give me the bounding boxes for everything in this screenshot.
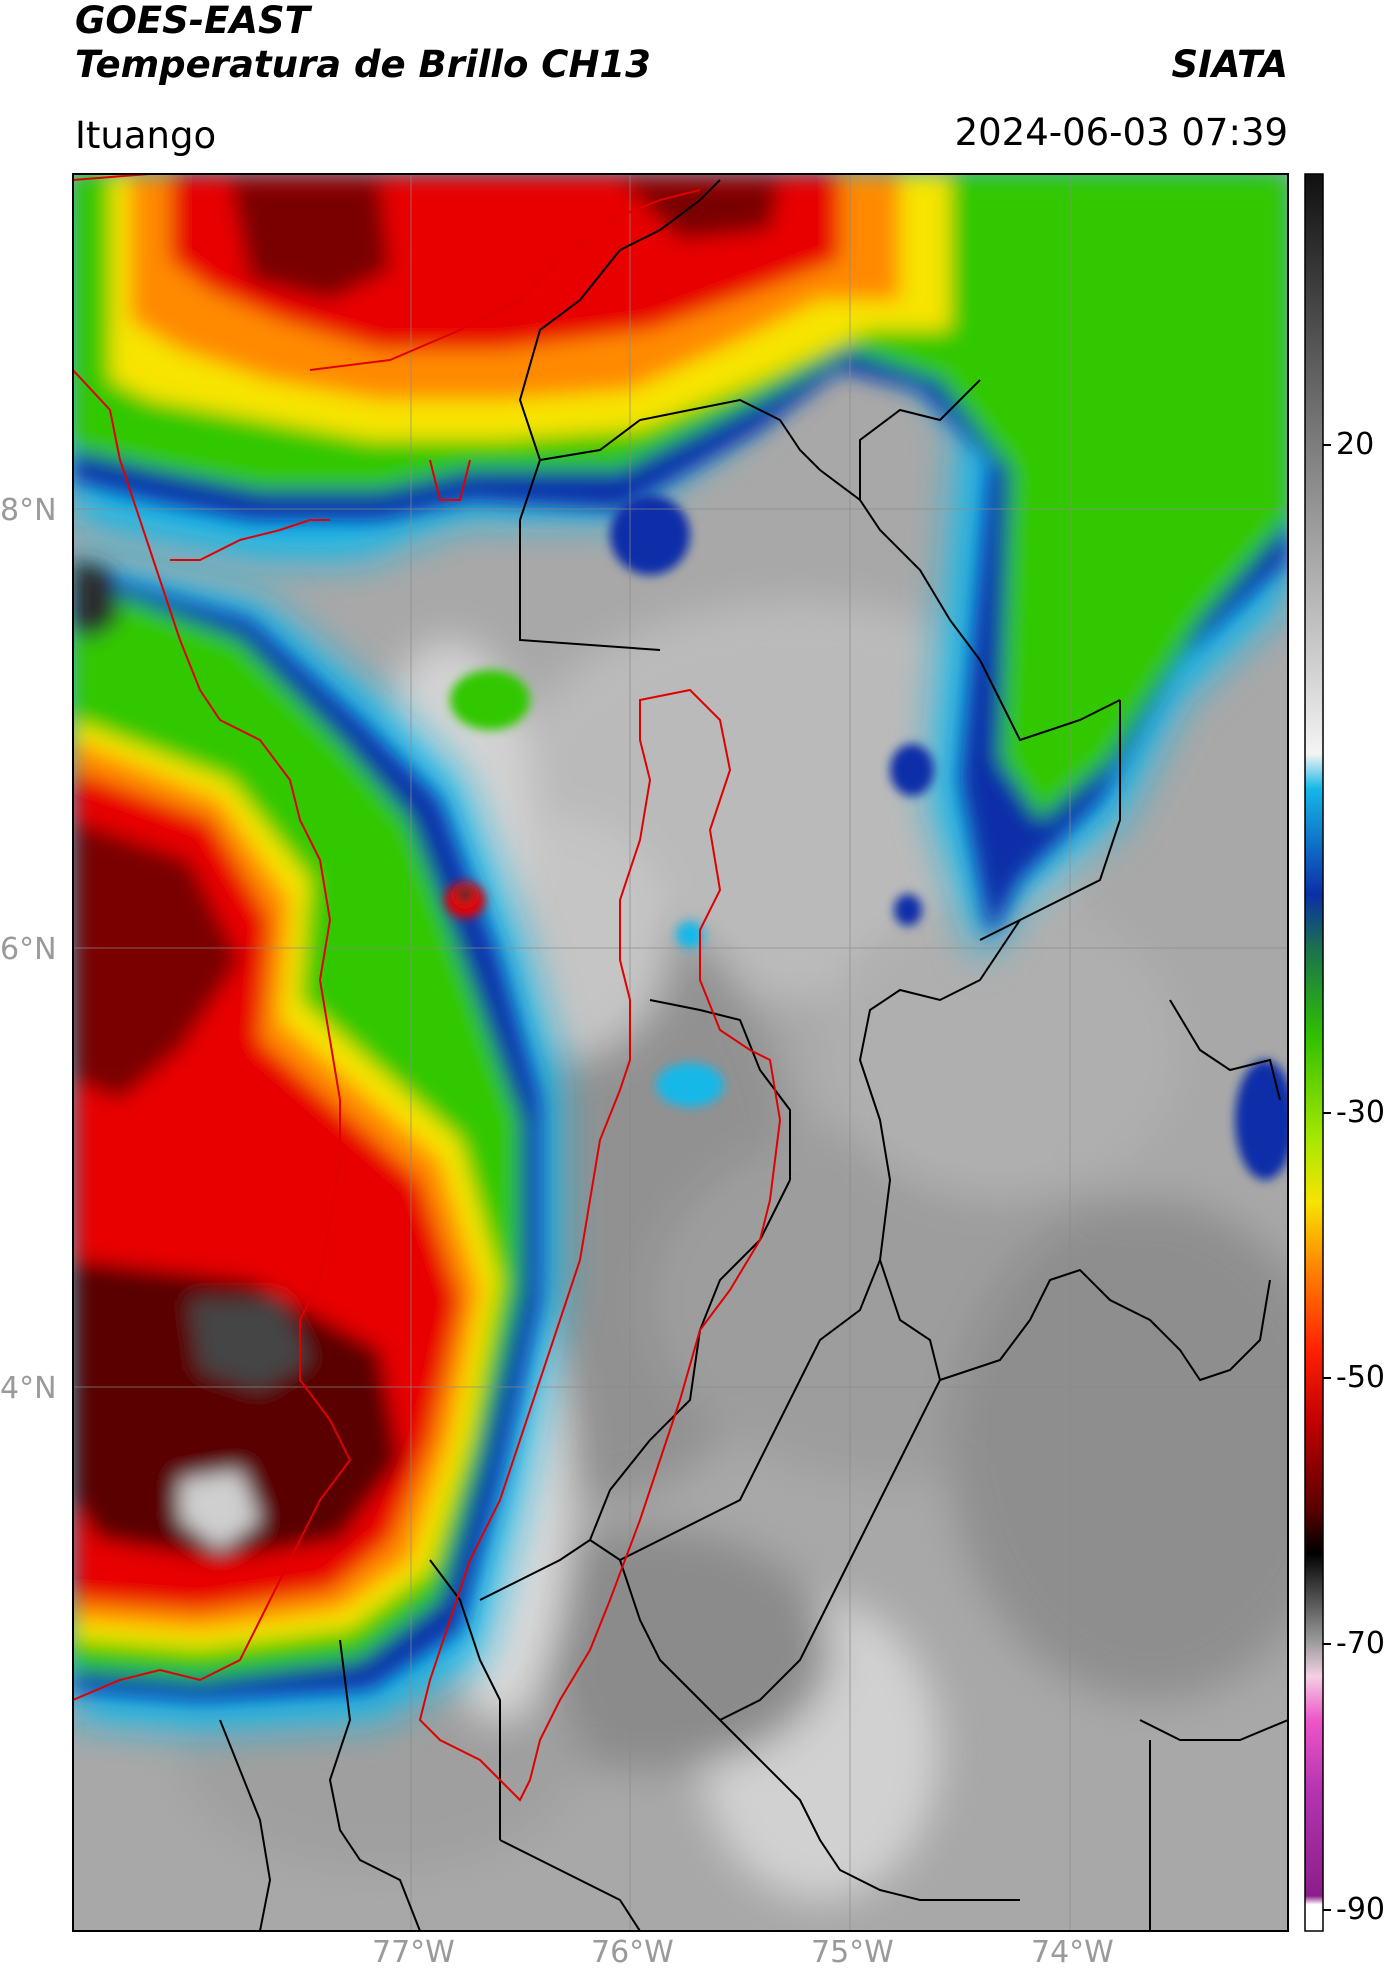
lon-tick-label: 76°W (591, 1935, 674, 1970)
organization-label: SIATA (1171, 43, 1288, 86)
colorbar-label: 20 (1336, 427, 1375, 462)
product-title: Temperatura de Brillo CH13 (75, 43, 651, 86)
colorbar-label: -90 (1336, 1892, 1384, 1927)
satellite-title: GOES-EAST (75, 0, 310, 42)
lat-tick-label: 6°N (0, 932, 57, 967)
lon-tick-label: 75°W (811, 1935, 894, 1970)
colorbar-label: -70 (1336, 1626, 1384, 1661)
datetime-label: 2024-06-03 07:39 (954, 111, 1288, 154)
lat-tick-label: 8°N (0, 493, 57, 528)
lat-tick-label: 4°N (0, 1371, 57, 1406)
colorbar-label: -50 (1336, 1360, 1384, 1395)
lon-tick-label: 74°W (1031, 1935, 1114, 1970)
colorbar-label: -30 (1336, 1095, 1384, 1130)
colorbar (1304, 173, 1331, 1932)
lon-tick-label: 77°W (372, 1935, 455, 1970)
location-label: Ituango (75, 114, 217, 157)
